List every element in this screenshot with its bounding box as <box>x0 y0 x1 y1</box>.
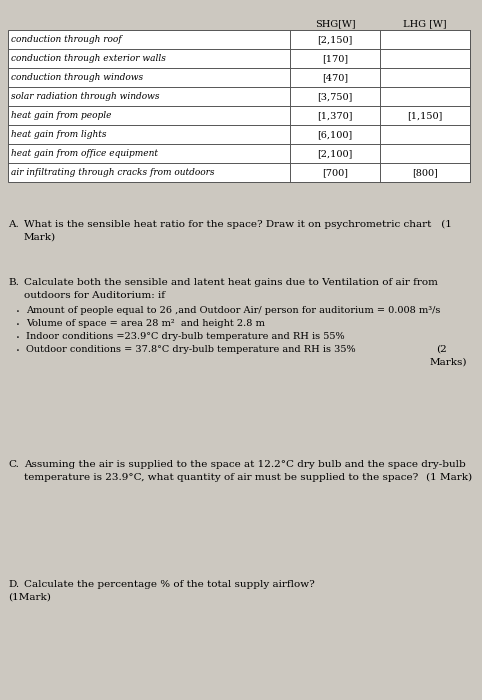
Text: Calculate both the sensible and latent heat gains due to Ventilation of air from: Calculate both the sensible and latent h… <box>24 278 438 287</box>
Text: [470]: [470] <box>322 73 348 82</box>
Text: Amount of people equal to 26 ,and Outdoor Air/ person for auditorium = 0.008 m³/: Amount of people equal to 26 ,and Outdoo… <box>26 306 441 315</box>
Text: [1,370]: [1,370] <box>317 111 353 120</box>
Text: Volume of space = area 28 m²  and height 2.8 m: Volume of space = area 28 m² and height … <box>26 319 265 328</box>
Text: ·: · <box>16 319 20 332</box>
Text: Marks): Marks) <box>430 358 468 367</box>
Text: [2,150]: [2,150] <box>317 35 353 44</box>
Text: (2: (2 <box>436 345 447 354</box>
Text: ·: · <box>16 345 20 358</box>
Text: (1Mark): (1Mark) <box>8 593 51 602</box>
Text: solar radiation through windows: solar radiation through windows <box>11 92 160 101</box>
Text: SHG[W]: SHG[W] <box>315 19 355 28</box>
Text: ·: · <box>16 332 20 345</box>
Text: A.: A. <box>8 220 19 229</box>
Text: [3,750]: [3,750] <box>317 92 353 101</box>
Text: heat gain from lights: heat gain from lights <box>11 130 107 139</box>
Text: Outdoor conditions = 37.8°C dry-bulb temperature and RH is 35%: Outdoor conditions = 37.8°C dry-bulb tem… <box>26 345 356 354</box>
Text: heat gain from office equipment: heat gain from office equipment <box>11 149 158 158</box>
Text: [1,150]: [1,150] <box>407 111 442 120</box>
Text: conduction through exterior walls: conduction through exterior walls <box>11 54 166 63</box>
Text: [2,100]: [2,100] <box>317 149 353 158</box>
Text: LHG [W]: LHG [W] <box>403 19 447 28</box>
Text: ·: · <box>16 306 20 319</box>
Text: [800]: [800] <box>412 168 438 177</box>
Text: Mark): Mark) <box>24 233 56 242</box>
Text: conduction through windows: conduction through windows <box>11 73 143 82</box>
Text: What is the sensible heat ratio for the space? Draw it on psychrometric chart   : What is the sensible heat ratio for the … <box>24 220 452 229</box>
Text: (1 Mark): (1 Mark) <box>426 473 472 482</box>
Text: [6,100]: [6,100] <box>317 130 353 139</box>
Text: D.: D. <box>8 580 19 589</box>
Text: C.: C. <box>8 460 19 469</box>
Text: Indoor conditions =23.9°C dry-bulb temperature and RH is 55%: Indoor conditions =23.9°C dry-bulb tempe… <box>26 332 345 341</box>
Text: conduction through roof: conduction through roof <box>11 35 121 44</box>
Text: outdoors for Auditorium: if: outdoors for Auditorium: if <box>24 291 165 300</box>
Text: [700]: [700] <box>322 168 348 177</box>
Text: [170]: [170] <box>322 54 348 63</box>
Text: Calculate the percentage % of the total supply airflow?: Calculate the percentage % of the total … <box>24 580 315 589</box>
Text: air infiltrating through cracks from outdoors: air infiltrating through cracks from out… <box>11 168 214 177</box>
Text: temperature is 23.9°C, what quantity of air must be supplied to the space?: temperature is 23.9°C, what quantity of … <box>24 473 418 482</box>
Bar <box>8 30 470 182</box>
Text: B.: B. <box>8 278 19 287</box>
Text: Assuming the air is supplied to the space at 12.2°C dry bulb and the space dry-b: Assuming the air is supplied to the spac… <box>24 460 466 469</box>
Text: heat gain from people: heat gain from people <box>11 111 111 120</box>
